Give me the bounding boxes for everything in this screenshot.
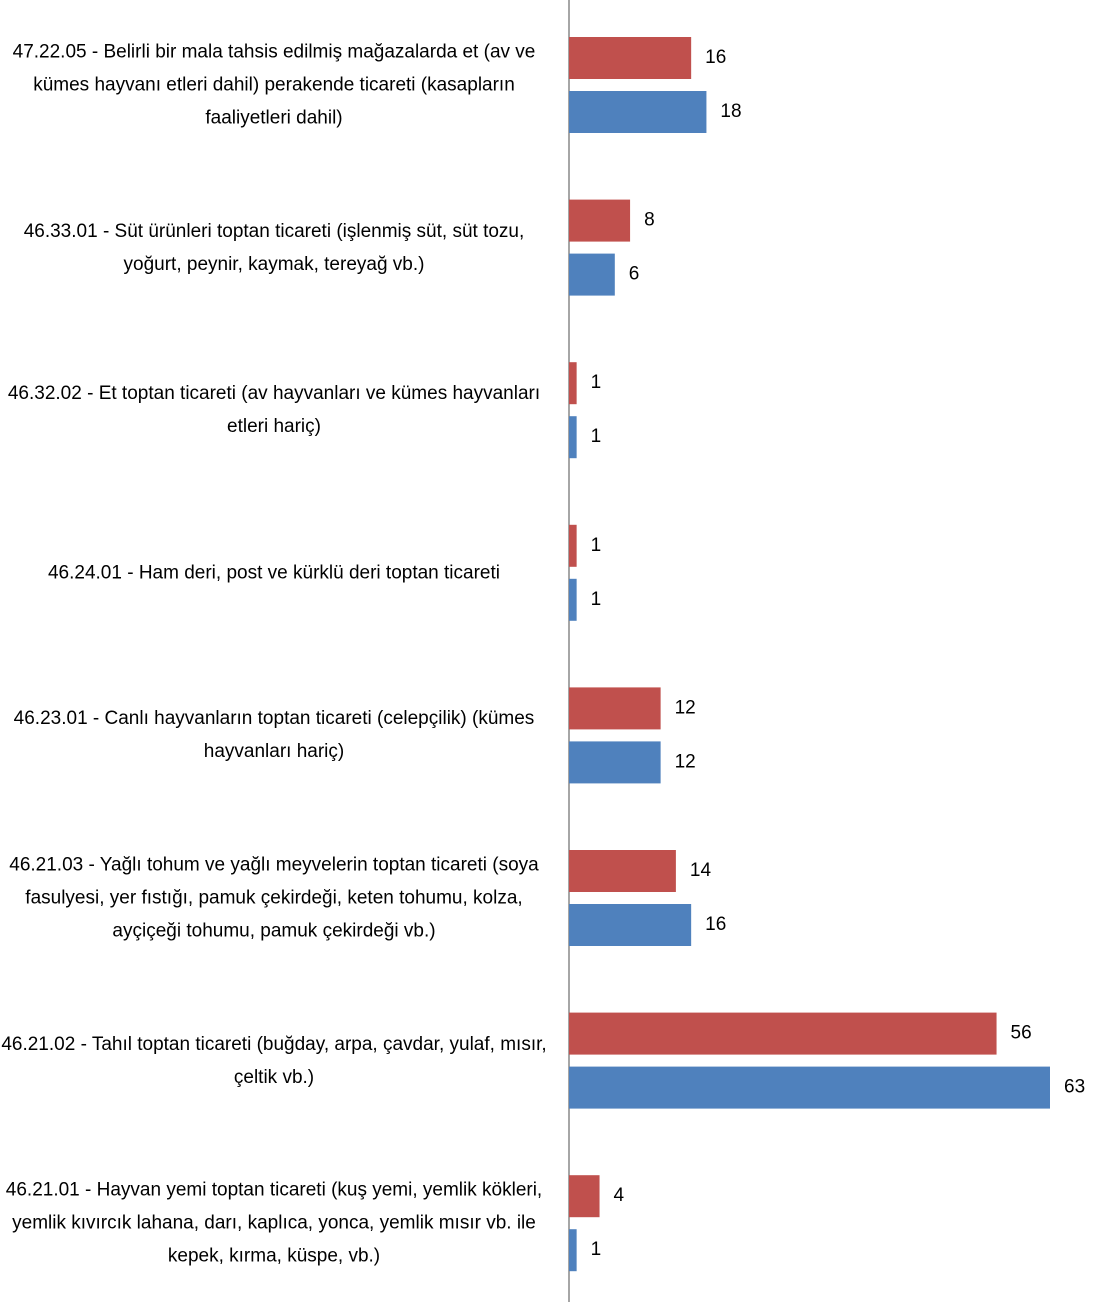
bar (569, 904, 692, 946)
bar (569, 1175, 600, 1218)
category-label: 46.21.03 - Yağlı tohum ve yağlı meyveler… (9, 854, 539, 942)
bar (569, 37, 692, 79)
category-label: 46.23.01 - Canlı hayvanların toptan tica… (13, 708, 535, 763)
bar (569, 1066, 1050, 1109)
category-label: 46.32.02 - Et toptan ticareti (av hayvan… (7, 383, 541, 438)
bar (569, 850, 676, 892)
value-label: 6 (629, 264, 640, 285)
value-label: 63 (1064, 1077, 1085, 1098)
category-label: 46.21.01 - Hayvan yemi toptan ticareti (… (5, 1179, 543, 1267)
value-label: 56 (1011, 1023, 1032, 1044)
bar (569, 1229, 577, 1272)
value-label: 1 (591, 589, 602, 610)
bar (569, 91, 707, 133)
category-label: 46.21.02 - Tahıl toptan ticareti (buğday… (1, 1033, 547, 1088)
bar (569, 416, 577, 459)
bar (569, 578, 577, 621)
value-label: 12 (675, 751, 696, 772)
bar (569, 1012, 997, 1055)
category-label: 47.22.05 - Belirli bir mala tahsis edilm… (12, 41, 536, 129)
value-label: 16 (705, 47, 726, 68)
value-label: 1 (591, 426, 602, 447)
value-label: 4 (614, 1185, 625, 1206)
value-label: 1 (591, 1239, 602, 1260)
value-label: 1 (591, 372, 602, 393)
value-label: 16 (705, 914, 726, 935)
bar (569, 687, 661, 730)
bar (569, 253, 615, 296)
category-label: 46.33.01 - Süt ürünleri toptan ticareti … (23, 220, 525, 275)
value-label: 12 (675, 697, 696, 718)
value-label: 14 (690, 860, 712, 881)
bar (569, 199, 631, 242)
bar (569, 524, 577, 567)
value-label: 18 (720, 101, 741, 122)
category-label: 46.24.01 - Ham deri, post ve kürklü deri… (47, 562, 500, 584)
bar (569, 741, 661, 784)
value-label: 8 (644, 210, 655, 231)
value-label: 1 (591, 535, 602, 556)
bar (569, 362, 577, 405)
